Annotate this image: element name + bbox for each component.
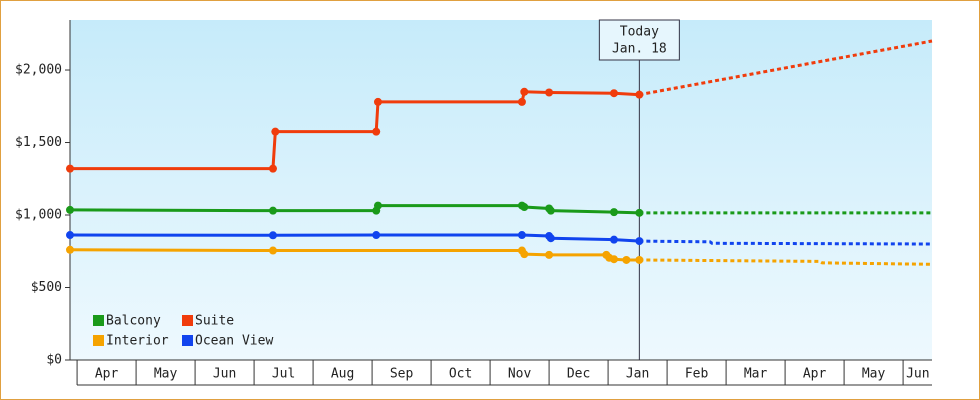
x-tick-label: Apr bbox=[803, 367, 827, 382]
data-point bbox=[609, 235, 618, 244]
today-date: Jan. 18 bbox=[612, 42, 667, 57]
x-tick-label: Sep bbox=[390, 367, 414, 382]
data-point bbox=[66, 205, 74, 214]
data-point bbox=[545, 250, 554, 259]
x-tick-label: Feb bbox=[685, 367, 709, 382]
data-point bbox=[373, 201, 382, 210]
series-line bbox=[70, 90, 640, 171]
x-tick-label: May bbox=[862, 367, 886, 382]
plot-area bbox=[70, 20, 932, 360]
data-point bbox=[546, 206, 555, 215]
today-label: Today bbox=[620, 25, 659, 40]
x-tick-label: Aug bbox=[331, 367, 354, 382]
x-tick-label: Jun bbox=[906, 367, 929, 382]
data-point bbox=[520, 87, 529, 96]
x-tick-label: Jan bbox=[626, 367, 649, 382]
data-point bbox=[545, 88, 554, 97]
x-tick-label: Mar bbox=[744, 367, 768, 382]
data-point bbox=[609, 89, 618, 98]
legend-swatch bbox=[182, 335, 193, 346]
y-tick-label: $1,500 bbox=[15, 135, 62, 150]
data-point bbox=[66, 245, 74, 254]
y-tick-label: $500 bbox=[31, 280, 62, 295]
today-box bbox=[598, 19, 680, 61]
data-point bbox=[268, 231, 277, 240]
data-point bbox=[66, 231, 74, 240]
data-point bbox=[372, 231, 381, 240]
x-tick-label: Jul bbox=[272, 367, 295, 382]
x-tick-label: Nov bbox=[508, 367, 532, 382]
data-point bbox=[635, 255, 644, 264]
data-point bbox=[635, 237, 644, 246]
x-tick-label: Oct bbox=[449, 367, 472, 382]
data-point bbox=[520, 203, 529, 212]
data-point bbox=[268, 164, 277, 173]
x-tick-label: Jun bbox=[213, 367, 236, 382]
y-tick-label: $1,000 bbox=[15, 208, 62, 223]
forecast-line bbox=[639, 239, 933, 246]
data-point bbox=[268, 246, 277, 255]
data-point bbox=[635, 208, 644, 217]
series-line bbox=[69, 233, 640, 243]
data-point bbox=[271, 127, 280, 136]
y-tick-label: $0 bbox=[46, 353, 62, 368]
series-line bbox=[69, 248, 640, 262]
x-tick-label: May bbox=[154, 367, 178, 382]
data-point bbox=[609, 255, 618, 264]
data-point bbox=[66, 164, 74, 173]
legend-label: Ocean View bbox=[195, 334, 273, 349]
legend-label: Suite bbox=[195, 314, 234, 329]
x-tick-label: Apr bbox=[95, 367, 119, 382]
legend-swatch bbox=[182, 315, 193, 326]
legend-label: Balcony bbox=[106, 314, 161, 329]
data-point bbox=[520, 250, 529, 259]
data-point bbox=[609, 208, 618, 217]
legend-swatch bbox=[93, 315, 104, 326]
data-point bbox=[622, 255, 631, 264]
data-point bbox=[373, 97, 382, 106]
forecast-line bbox=[639, 258, 933, 266]
legend-label: Interior bbox=[106, 334, 169, 349]
data-point bbox=[268, 206, 277, 215]
data-point bbox=[517, 231, 526, 240]
data-point bbox=[635, 90, 644, 99]
legend-swatch bbox=[93, 335, 104, 346]
data-point bbox=[517, 97, 526, 106]
forecast-line bbox=[639, 39, 933, 97]
data-point bbox=[546, 234, 555, 243]
y-tick-label: $2,000 bbox=[15, 63, 62, 78]
x-tick-label: Dec bbox=[567, 367, 590, 382]
data-point bbox=[372, 127, 381, 136]
